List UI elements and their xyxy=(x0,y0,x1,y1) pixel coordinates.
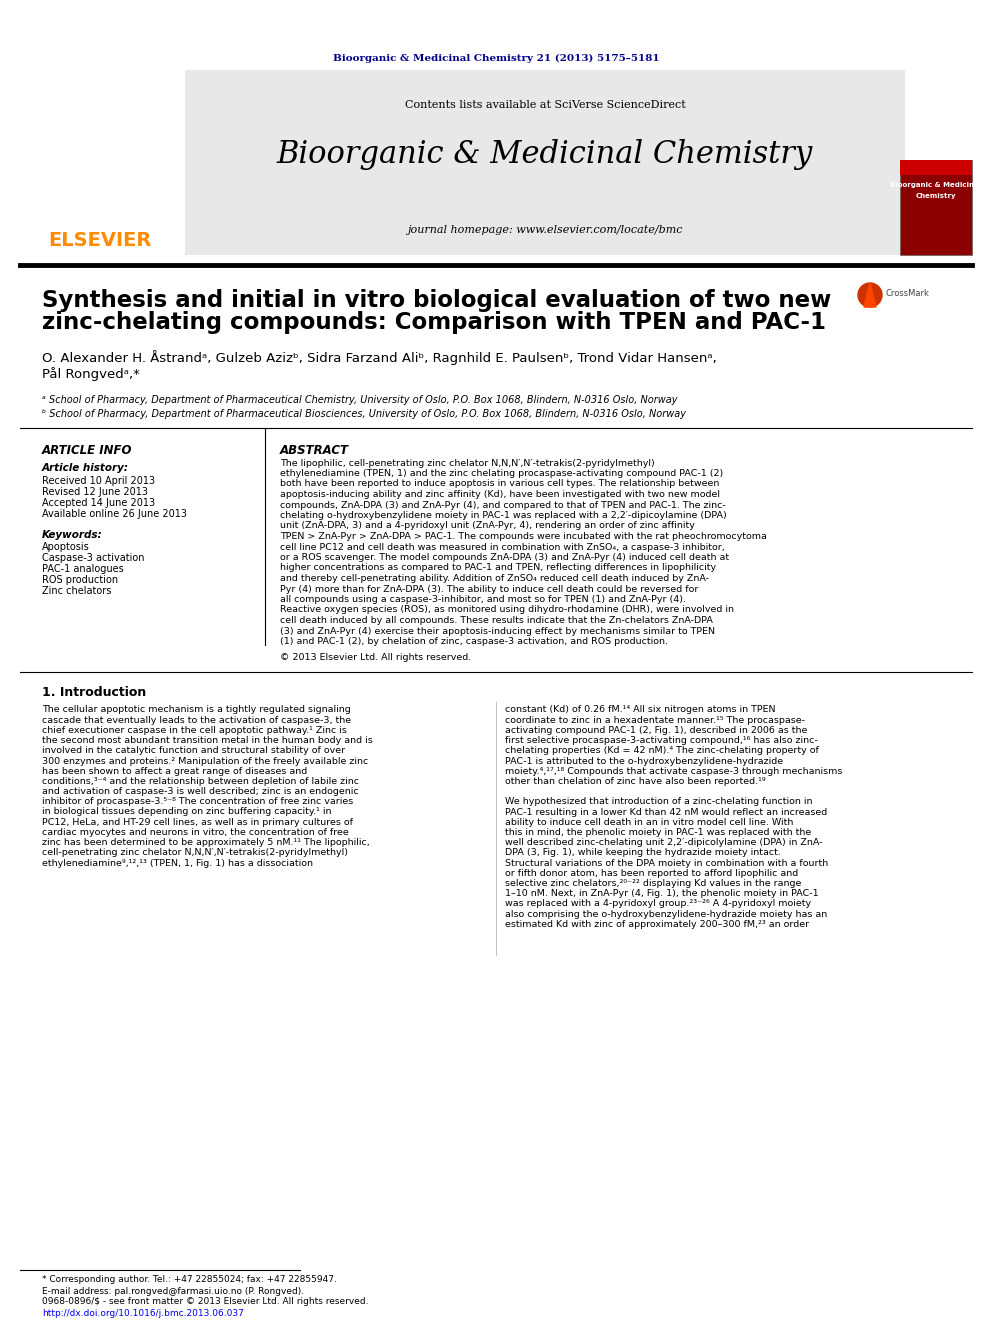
Text: 1. Introduction: 1. Introduction xyxy=(42,685,146,699)
Text: ARTICLE INFO: ARTICLE INFO xyxy=(42,443,133,456)
Text: chief executioner caspase in the cell apoptotic pathway.¹ Zinc is: chief executioner caspase in the cell ap… xyxy=(42,726,347,734)
Text: estimated Kd with zinc of approximately 200–300 fM,²³ an order: estimated Kd with zinc of approximately … xyxy=(505,919,809,929)
Text: ability to induce cell death in an in vitro model cell line. With: ability to induce cell death in an in vi… xyxy=(505,818,794,827)
Text: PAC-1 is attributed to the o-hydroxybenzylidene-hydrazide: PAC-1 is attributed to the o-hydroxybenz… xyxy=(505,757,783,766)
Text: and activation of caspase-3 is well described; zinc is an endogenic: and activation of caspase-3 is well desc… xyxy=(42,787,359,796)
Text: Bioorganic & Medicinal Chemistry: Bioorganic & Medicinal Chemistry xyxy=(277,139,813,171)
Text: was replaced with a 4-pyridoxyl group.²³⁻²⁶ A 4-pyridoxyl moiety: was replaced with a 4-pyridoxyl group.²³… xyxy=(505,900,811,909)
Text: ethylenediamine⁹,¹²,¹³ (TPEN, 1, Fig. 1) has a dissociation: ethylenediamine⁹,¹²,¹³ (TPEN, 1, Fig. 1)… xyxy=(42,859,313,868)
Text: © 2013 Elsevier Ltd. All rights reserved.: © 2013 Elsevier Ltd. All rights reserved… xyxy=(280,652,471,662)
Text: ᵃ School of Pharmacy, Department of Pharmaceutical Chemistry, University of Oslo: ᵃ School of Pharmacy, Department of Phar… xyxy=(42,396,678,405)
Text: ABSTRACT: ABSTRACT xyxy=(280,443,349,456)
Text: apoptosis-inducing ability and zinc affinity (Kd), have been investigated with t: apoptosis-inducing ability and zinc affi… xyxy=(280,490,720,499)
Text: both have been reported to induce apoptosis in various cell types. The relations: both have been reported to induce apopto… xyxy=(280,479,719,488)
Text: or a ROS scavenger. The model compounds ZnA-DPA (3) and ZnA-Pyr (4) induced cell: or a ROS scavenger. The model compounds … xyxy=(280,553,729,562)
Text: E-mail address: pal.rongved@farmasi.uio.no (P. Rongved).: E-mail address: pal.rongved@farmasi.uio.… xyxy=(42,1286,305,1295)
Text: zinc has been determined to be approximately 5 nM.¹¹ The lipophilic,: zinc has been determined to be approxima… xyxy=(42,837,370,847)
Text: PAC-1 analogues: PAC-1 analogues xyxy=(42,564,124,574)
Text: also comprising the o-hydroxybenzylidene-hydrazide moiety has an: also comprising the o-hydroxybenzylidene… xyxy=(505,909,827,918)
Text: cell death induced by all compounds. These results indicate that the Zn-chelator: cell death induced by all compounds. The… xyxy=(280,617,713,624)
Text: coordinate to zinc in a hexadentate manner.¹⁵ The procaspase-: coordinate to zinc in a hexadentate mann… xyxy=(505,716,805,725)
Text: chelating o-hydroxybenzylidene moiety in PAC-1 was replaced with a 2,2′-dipicoyl: chelating o-hydroxybenzylidene moiety in… xyxy=(280,511,727,520)
Text: We hypothesized that introduction of a zinc-chelating function in: We hypothesized that introduction of a z… xyxy=(505,798,812,806)
Text: this in mind, the phenolic moiety in PAC-1 was replaced with the: this in mind, the phenolic moiety in PAC… xyxy=(505,828,811,837)
Text: Synthesis and initial in vitro biological evaluation of two new: Synthesis and initial in vitro biologica… xyxy=(42,288,831,311)
Bar xyxy=(900,160,972,255)
Text: (1) and PAC-1 (2), by chelation of zinc, caspase-3 activation, and ROS productio: (1) and PAC-1 (2), by chelation of zinc,… xyxy=(280,636,668,646)
Text: cardiac myocytes and neurons in vitro, the concentration of free: cardiac myocytes and neurons in vitro, t… xyxy=(42,828,349,837)
Text: ELSEVIER: ELSEVIER xyxy=(49,230,152,250)
Text: moiety.⁴,¹⁷,¹⁸ Compounds that activate caspase-3 through mechanisms: moiety.⁴,¹⁷,¹⁸ Compounds that activate c… xyxy=(505,767,842,775)
Text: PC12, HeLa, and HT-29 cell lines, as well as in primary cultures of: PC12, HeLa, and HT-29 cell lines, as wel… xyxy=(42,818,353,827)
Text: chelating properties (Kd = 42 nM).⁴ The zinc-chelating property of: chelating properties (Kd = 42 nM).⁴ The … xyxy=(505,746,818,755)
Text: Article history:: Article history: xyxy=(42,463,129,474)
Text: Caspase-3 activation: Caspase-3 activation xyxy=(42,553,145,564)
Text: CrossMark: CrossMark xyxy=(886,288,930,298)
Text: 300 enzymes and proteins.² Manipulation of the freely available zinc: 300 enzymes and proteins.² Manipulation … xyxy=(42,757,368,766)
Circle shape xyxy=(858,283,882,307)
Text: Bioorganic & Medicinal: Bioorganic & Medicinal xyxy=(891,183,981,188)
Text: has been shown to affect a great range of diseases and: has been shown to affect a great range o… xyxy=(42,767,308,775)
Text: or fifth donor atom, has been reported to afford lipophilic and: or fifth donor atom, has been reported t… xyxy=(505,869,799,877)
Text: TPEN > ZnA-Pyr > ZnA-DPA > PAC-1. The compounds were incubated with the rat pheo: TPEN > ZnA-Pyr > ZnA-DPA > PAC-1. The co… xyxy=(280,532,767,541)
Text: Apoptosis: Apoptosis xyxy=(42,542,89,552)
Text: (3) and ZnA-Pyr (4) exercise their apoptosis-inducing effect by mechanisms simil: (3) and ZnA-Pyr (4) exercise their apopt… xyxy=(280,627,715,635)
Polygon shape xyxy=(864,283,876,307)
Text: Chemistry: Chemistry xyxy=(916,193,956,198)
Text: first selective procaspase-3-activating compound,¹⁶ has also zinc-: first selective procaspase-3-activating … xyxy=(505,736,817,745)
Text: ethylenediamine (TPEN, 1) and the zinc chelating procaspase-activating compound : ethylenediamine (TPEN, 1) and the zinc c… xyxy=(280,468,723,478)
Text: Pyr (4) more than for ZnA-DPA (3). The ability to induce cell death could be rev: Pyr (4) more than for ZnA-DPA (3). The a… xyxy=(280,585,698,594)
Text: other than chelation of zinc have also been reported.¹⁹: other than chelation of zinc have also b… xyxy=(505,777,766,786)
Text: involved in the catalytic function and structural stability of over: involved in the catalytic function and s… xyxy=(42,746,345,755)
Text: activating compound PAC-1 (2, Fig. 1), described in 2006 as the: activating compound PAC-1 (2, Fig. 1), d… xyxy=(505,726,807,734)
Text: the second most abundant transition metal in the human body and is: the second most abundant transition meta… xyxy=(42,736,373,745)
Text: Structural variations of the DPA moiety in combination with a fourth: Structural variations of the DPA moiety … xyxy=(505,859,828,868)
Text: ROS production: ROS production xyxy=(42,576,118,585)
Text: The lipophilic, cell-penetrating zinc chelator N,N,N′,N′-tetrakis(2-pyridylmethy: The lipophilic, cell-penetrating zinc ch… xyxy=(280,459,655,467)
Text: cell-penetrating zinc chelator N,N,N′,N′-tetrakis(2-pyridylmethyl): cell-penetrating zinc chelator N,N,N′,N′… xyxy=(42,848,348,857)
Text: Available online 26 June 2013: Available online 26 June 2013 xyxy=(42,509,187,519)
Bar xyxy=(185,70,905,255)
Text: ᵇ School of Pharmacy, Department of Pharmaceutical Biosciences, University of Os: ᵇ School of Pharmacy, Department of Phar… xyxy=(42,409,686,419)
Text: Revised 12 June 2013: Revised 12 June 2013 xyxy=(42,487,148,497)
Text: O. Alexander H. Åstrandᵃ, Gulzeb Azizᵇ, Sidra Farzand Aliᵇ, Ragnhild E. Paulsenᵇ: O. Alexander H. Åstrandᵃ, Gulzeb Azizᵇ, … xyxy=(42,351,717,365)
Text: 0968-0896/$ - see front matter © 2013 Elsevier Ltd. All rights reserved.: 0968-0896/$ - see front matter © 2013 El… xyxy=(42,1298,368,1307)
Text: * Corresponding author. Tel.: +47 22855024; fax: +47 22855947.: * Corresponding author. Tel.: +47 228550… xyxy=(42,1275,337,1285)
Text: Reactive oxygen species (ROS), as monitored using dihydro-rhodamine (DHR), were : Reactive oxygen species (ROS), as monito… xyxy=(280,606,734,614)
Text: DPA (3, Fig. 1), while keeping the hydrazide moiety intact.: DPA (3, Fig. 1), while keeping the hydra… xyxy=(505,848,781,857)
Bar xyxy=(900,160,972,175)
Text: Bioorganic & Medicinal Chemistry 21 (2013) 5175–5181: Bioorganic & Medicinal Chemistry 21 (201… xyxy=(332,53,660,62)
Text: Keywords:: Keywords: xyxy=(42,531,102,540)
Text: in biological tissues depending on zinc buffering capacity.¹ in: in biological tissues depending on zinc … xyxy=(42,807,331,816)
Text: compounds, ZnA-DPA (3) and ZnA-Pyr (4), and compared to that of TPEN and PAC-1. : compounds, ZnA-DPA (3) and ZnA-Pyr (4), … xyxy=(280,500,726,509)
Bar xyxy=(20,0,972,75)
Text: Received 10 April 2013: Received 10 April 2013 xyxy=(42,476,155,486)
Text: The cellular apoptotic mechanism is a tightly regulated signaling: The cellular apoptotic mechanism is a ti… xyxy=(42,705,351,714)
Text: conditions,³⁻⁴ and the relationship between depletion of labile zinc: conditions,³⁻⁴ and the relationship betw… xyxy=(42,777,359,786)
Text: Pål Rongvedᵃ,*: Pål Rongvedᵃ,* xyxy=(42,366,140,381)
Text: inhibitor of procaspase-3.⁵⁻⁸ The concentration of free zinc varies: inhibitor of procaspase-3.⁵⁻⁸ The concen… xyxy=(42,798,353,806)
Text: Accepted 14 June 2013: Accepted 14 June 2013 xyxy=(42,497,155,508)
Text: Contents lists available at SciVerse ScienceDirect: Contents lists available at SciVerse Sci… xyxy=(405,101,685,110)
Text: 1–10 nM. Next, in ZnA-Pyr (4, Fig. 1), the phenolic moiety in PAC-1: 1–10 nM. Next, in ZnA-Pyr (4, Fig. 1), t… xyxy=(505,889,818,898)
Text: journal homepage: www.elsevier.com/locate/bmc: journal homepage: www.elsevier.com/locat… xyxy=(408,225,682,235)
Text: and thereby cell-penetrating ability. Addition of ZnSO₄ reduced cell death induc: and thereby cell-penetrating ability. Ad… xyxy=(280,574,709,583)
Text: well described zinc-chelating unit 2,2′-dipicolylamine (DPA) in ZnA-: well described zinc-chelating unit 2,2′-… xyxy=(505,837,822,847)
Text: all compounds using a caspase-3-inhibitor, and most so for TPEN (1) and ZnA-Pyr : all compounds using a caspase-3-inhibito… xyxy=(280,595,686,605)
Text: zinc-chelating compounds: Comparison with TPEN and PAC-1: zinc-chelating compounds: Comparison wit… xyxy=(42,311,826,333)
Text: higher concentrations as compared to PAC-1 and TPEN, reflecting differences in l: higher concentrations as compared to PAC… xyxy=(280,564,716,573)
Text: Zinc chelators: Zinc chelators xyxy=(42,586,111,595)
Text: http://dx.doi.org/10.1016/j.bmc.2013.06.037: http://dx.doi.org/10.1016/j.bmc.2013.06.… xyxy=(42,1308,244,1318)
Text: constant (Kd) of 0.26 fM.¹⁴ All six nitrogen atoms in TPEN: constant (Kd) of 0.26 fM.¹⁴ All six nitr… xyxy=(505,705,776,714)
Text: selective zinc chelators,²⁰⁻²² displaying Kd values in the range: selective zinc chelators,²⁰⁻²² displayin… xyxy=(505,878,802,888)
Text: cascade that eventually leads to the activation of caspase-3, the: cascade that eventually leads to the act… xyxy=(42,716,351,725)
Text: unit (ZnA-DPA, 3) and a 4-pyridoxyl unit (ZnA-Pyr, 4), rendering an order of zin: unit (ZnA-DPA, 3) and a 4-pyridoxyl unit… xyxy=(280,521,694,531)
Text: cell line PC12 and cell death was measured in combination with ZnSO₄, a caspase-: cell line PC12 and cell death was measur… xyxy=(280,542,725,552)
Text: PAC-1 resulting in a lower Kd than 42 nM would reflect an increased: PAC-1 resulting in a lower Kd than 42 nM… xyxy=(505,807,827,816)
